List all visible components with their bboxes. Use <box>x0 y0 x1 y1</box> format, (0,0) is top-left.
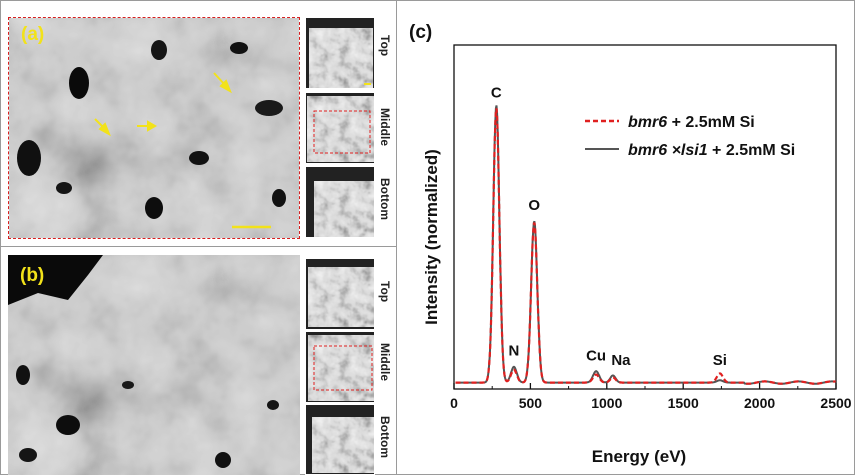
peak-label-c: C <box>491 84 502 101</box>
panel-a-thumb-top <box>305 17 375 89</box>
peak-label-na: Na <box>611 352 631 369</box>
panel-a-thumb-middle <box>305 92 375 164</box>
panel-a-thumb-top-label: Top <box>378 35 392 57</box>
peak-label-n: N <box>508 342 519 359</box>
panel-a-micrograph: (a) <box>8 17 300 239</box>
panel-b-thumb-middle <box>305 331 375 403</box>
x-tick-label: 2500 <box>820 395 851 411</box>
panel-b-label: (b) <box>20 265 45 286</box>
panel-c-label: (c) <box>409 22 432 43</box>
panel-a-texture <box>9 18 299 238</box>
panel-b-micrograph: (b) <box>8 255 300 475</box>
x-axis-label: Energy (eV) <box>592 447 686 466</box>
panel-b-thumb-top-label: Top <box>378 281 392 303</box>
panel-a-label: (a) <box>21 24 45 45</box>
peak-label-si: Si <box>713 352 727 369</box>
x-tick-label: 500 <box>519 395 543 411</box>
series-line-bmr6 <box>455 108 836 385</box>
arrow-icon <box>94 72 271 229</box>
eds-spectrum-chart: (c) 0 500 1000 1500 2000 2500 C O N Cu Na Si bmr6 … <box>409 22 852 466</box>
horizontal-divider <box>0 246 396 247</box>
plot-frame <box>453 44 837 390</box>
panel-b-thumb-middle-label: Middle <box>378 343 392 381</box>
legend-entry: bmr6 ×lsi1 + 2.5mM Si <box>628 142 795 159</box>
chart-axes: 0 500 1000 1500 2000 2500 <box>450 44 852 411</box>
x-tick-label: 1000 <box>591 395 622 411</box>
vertical-divider <box>396 0 397 475</box>
x-tick-label: 1500 <box>668 395 699 411</box>
panel-a-thumb-bottom <box>305 166 375 238</box>
peak-label-cu: Cu <box>586 348 606 365</box>
y-axis-label: Intensity (normalized) <box>422 149 441 325</box>
panel-a-thumb-bottom-label: Bottom <box>378 178 392 220</box>
chart-legend: bmr6 + 2.5mM Si bmr6 ×lsi1 + 2.5mM Si <box>585 114 795 159</box>
x-tick-label: 2000 <box>744 395 775 411</box>
chart-annotations: C O N Cu Na Si <box>491 84 727 368</box>
x-tick-label: 0 <box>450 395 458 411</box>
panel-b-thumb-top <box>305 258 375 330</box>
legend-entry: bmr6 + 2.5mM Si <box>628 114 755 131</box>
panel-b-thumb-bottom <box>305 404 375 475</box>
panel-b-thumb-bottom-label: Bottom <box>378 416 392 458</box>
panel-a-thumb-middle-label: Middle <box>378 108 392 146</box>
panel-b-texture <box>8 255 300 475</box>
peak-label-o: O <box>528 197 540 214</box>
chart-series <box>455 105 836 385</box>
